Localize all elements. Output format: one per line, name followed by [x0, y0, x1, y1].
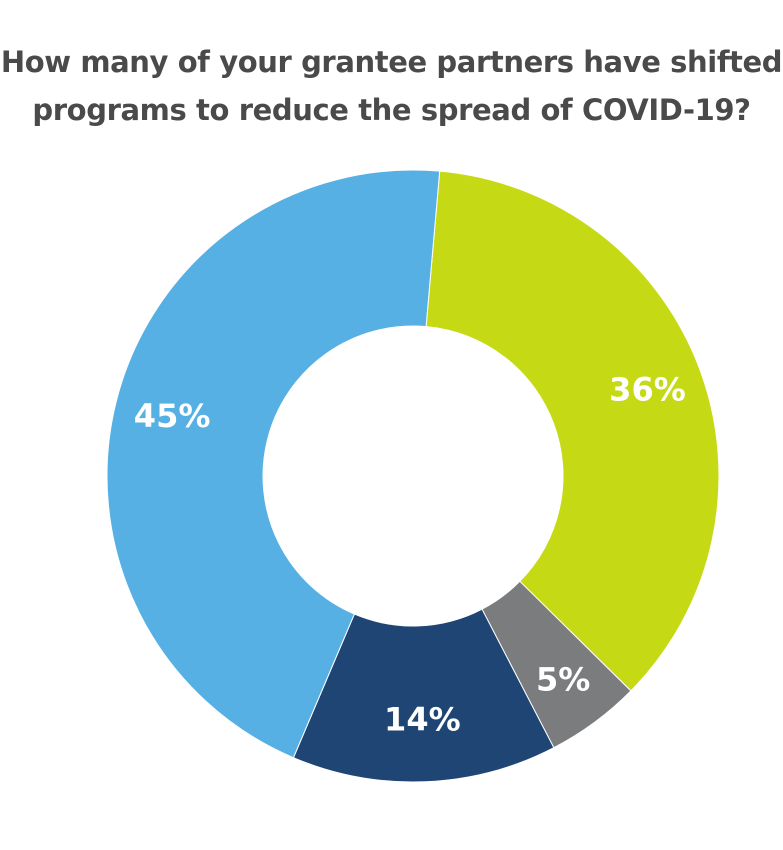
chart-title-line-2: programs to reduce the spread of COVID-1…: [32, 93, 751, 127]
slice-label: 5%: [536, 661, 590, 699]
slice-45: [106, 169, 441, 759]
donut-slices: [106, 169, 720, 783]
donut-labels: 36% 5% 14% 45%: [134, 371, 686, 739]
slice-36: [425, 170, 720, 692]
slice-14: [292, 608, 555, 783]
slice-label: 14%: [384, 700, 461, 738]
slice-label: 36%: [609, 371, 686, 409]
chart-title-line-1: How many of your grantee partners have s…: [0, 45, 783, 79]
chart-title: How many of your grantee partners have s…: [0, 38, 783, 134]
slice-label: 45%: [134, 397, 211, 435]
